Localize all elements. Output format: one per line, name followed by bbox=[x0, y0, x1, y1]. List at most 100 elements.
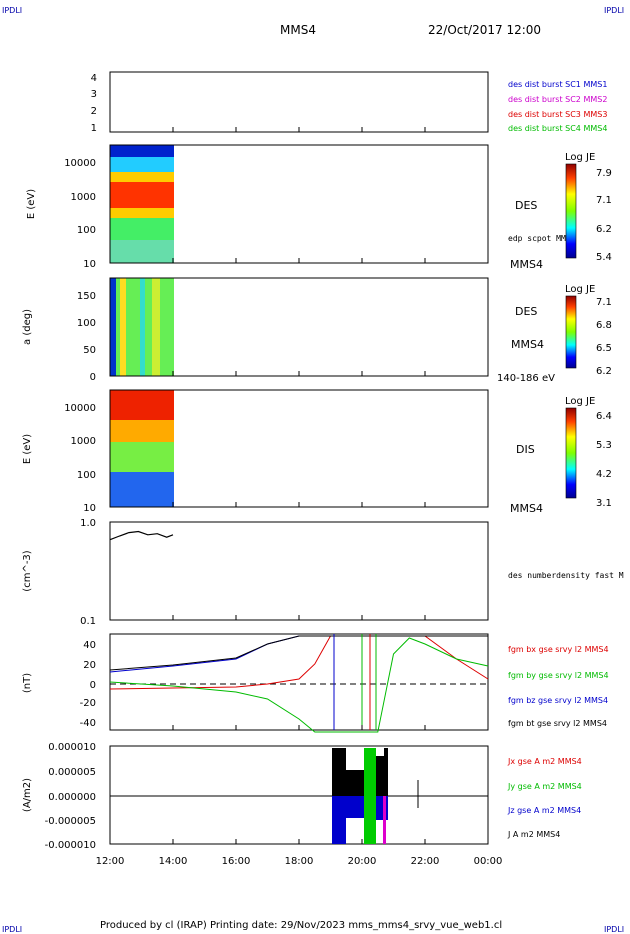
des-pitch-colorbar-bar bbox=[565, 295, 577, 369]
bfield-ylabel: (nT) bbox=[22, 673, 33, 693]
panel-bfield-frame bbox=[109, 633, 489, 731]
current-ytick-m10: -0.000010 bbox=[45, 840, 96, 851]
des-pitch-stripe-3 bbox=[152, 278, 160, 376]
panel-density: (cm^-3) 0.1 1.0 des numberdensity fast M bbox=[22, 518, 624, 627]
time-axis: 12:00 14:00 16:00 18:00 20:00 22:00 00:00 bbox=[96, 127, 502, 867]
panel-current-frame bbox=[109, 745, 489, 845]
time-tick-label: 14:00 bbox=[159, 856, 188, 867]
time-tick-label: 16:00 bbox=[222, 856, 251, 867]
des-pitch-right-label: DES bbox=[515, 305, 537, 318]
burst-ytick-1: 1 bbox=[91, 123, 97, 134]
current-jtot-burst-4 bbox=[384, 748, 388, 796]
current-jy-burst bbox=[364, 748, 376, 844]
des-energy-colorbar-tick-max: 7.9 bbox=[596, 168, 612, 179]
bfield-series-line bbox=[109, 635, 489, 690]
current-legend-jy: Jy gse A m2 MMS4 bbox=[507, 782, 582, 791]
corner-label-bottom-left: IPDLI bbox=[2, 925, 22, 934]
des-pitch-energy-range: 140-186 eV bbox=[497, 373, 555, 384]
burst-ytick-4: 4 bbox=[91, 73, 97, 84]
dis-energy-spectrogram bbox=[110, 390, 174, 507]
density-ytick-0p1: 0.1 bbox=[80, 616, 96, 627]
des-energy-ytick-100: 100 bbox=[77, 225, 96, 236]
des-pitch-ytick-0: 0 bbox=[90, 372, 96, 383]
dis-energy-colorbar-tick-3: 4.2 bbox=[596, 469, 612, 480]
bfield-ytick-20: 20 bbox=[83, 660, 96, 671]
bfield-ytick-labels: -40 -20 0 20 40 bbox=[80, 640, 96, 729]
dis-energy-low-band bbox=[110, 470, 174, 507]
dis-energy-mid-band bbox=[110, 440, 174, 472]
current-ytick-labels: -0.000010 -0.000005 0.000000 0.000005 0.… bbox=[45, 742, 96, 851]
time-tick-label: 18:00 bbox=[285, 856, 314, 867]
des-pitch-ytick-labels: 0 50 100 150 bbox=[77, 291, 96, 383]
time-tick-label: 22:00 bbox=[411, 856, 440, 867]
bfield-ytick-40: 40 bbox=[83, 640, 96, 651]
des-energy-right-label: DES bbox=[515, 199, 537, 212]
bfield-legend: fgm bx gse srvy l2 MMS4 fgm by gse srvy … bbox=[508, 645, 609, 728]
bfield-series-line bbox=[109, 637, 489, 733]
panel-des-energy: E (eV) 10 100 1000 10000 DES edp scpot M… bbox=[26, 144, 612, 271]
des-energy-colorbar-tick-3: 6.2 bbox=[596, 224, 612, 235]
dis-energy-peak-band bbox=[110, 390, 174, 420]
footer-text: Produced by cl (IRAP) Printing date: 29/… bbox=[100, 920, 502, 931]
des-energy-upper-band bbox=[110, 156, 174, 172]
bfield-legend-bx: fgm bx gse srvy l2 MMS4 bbox=[508, 645, 609, 654]
burst-ytick-labels: 1 2 3 4 bbox=[91, 73, 97, 134]
des-energy-spectrogram bbox=[110, 145, 174, 263]
time-tick-label: 12:00 bbox=[96, 856, 125, 867]
des-pitch-ytick-150: 150 bbox=[77, 291, 96, 302]
dis-energy-ytick-10000: 10000 bbox=[64, 403, 96, 414]
burst-legend-mms4: des dist burst SC4 MMS4 bbox=[508, 124, 607, 133]
des-energy-bottom-right: MMS4 bbox=[510, 258, 543, 271]
burst-ytick-3: 3 bbox=[91, 89, 97, 100]
bfield-legend-bz: fgm bz gse srvy l2 MMS4 bbox=[508, 696, 608, 705]
bfield-legend-by: fgm by gse srvy l2 MMS4 bbox=[508, 671, 609, 680]
time-tick-label: 20:00 bbox=[348, 856, 377, 867]
des-pitch-colorbar-tick-2: 6.8 bbox=[596, 320, 612, 331]
dis-energy-upper-band bbox=[110, 418, 174, 442]
des-energy-scpot-label: edp scpot MMS4 bbox=[508, 234, 576, 243]
burst-legend: des dist burst SC1 MMS1 des dist burst S… bbox=[508, 80, 607, 133]
current-legend-jz: Jz gse A m2 MMS4 bbox=[507, 806, 581, 815]
burst-legend-mms1: des dist burst SC1 MMS1 bbox=[508, 80, 607, 89]
current-legend-jtot: J A m2 MMS4 bbox=[507, 830, 560, 839]
des-pitch-spectrogram bbox=[110, 278, 174, 376]
panel-dis-energy: E (eV) 10 100 1000 10000 DIS MMS4 Log JE… bbox=[22, 389, 612, 515]
des-energy-colorbar-tick-min: 5.4 bbox=[596, 252, 612, 263]
current-ytick-10: 0.000010 bbox=[48, 742, 96, 753]
panel-current: (A/m2) -0.000010 -0.000005 0.000000 0.00… bbox=[22, 742, 582, 851]
corner-label-left: IPDLI bbox=[2, 6, 22, 15]
burst-legend-mms3: des dist burst SC3 MMS3 bbox=[508, 110, 607, 119]
burst-ytick-2: 2 bbox=[91, 106, 97, 117]
des-pitch-colorbar-tick-max: 7.1 bbox=[596, 297, 612, 308]
des-energy-colorbar: Log JE 7.9 7.1 6.2 5.4 bbox=[565, 152, 612, 263]
bfield-legend-bt: fgm bt gse srvy l2 MMS4 bbox=[508, 719, 607, 728]
burst-legend-mms2: des dist burst SC2 MMS2 bbox=[508, 95, 607, 104]
des-energy-colorbar-bar bbox=[565, 163, 577, 259]
dis-energy-ylabel: E (eV) bbox=[22, 434, 33, 464]
dis-energy-ytick-1000: 1000 bbox=[71, 436, 96, 447]
dis-energy-ytick-10: 10 bbox=[83, 503, 96, 514]
density-legend: des numberdensity fast M bbox=[508, 571, 624, 580]
current-burst-region bbox=[332, 748, 419, 844]
current-ytick-5: 0.000005 bbox=[48, 767, 96, 778]
bfield-ytick-0: 0 bbox=[90, 680, 96, 691]
des-energy-ylabel: E (eV) bbox=[26, 189, 37, 219]
panel-burst: 1 2 3 4 des dist burst SC1 MMS1 des dist… bbox=[91, 71, 607, 134]
current-jz-burst-2 bbox=[346, 796, 364, 818]
dis-energy-colorbar-bar bbox=[565, 407, 577, 499]
dis-energy-colorbar-tick-2: 5.3 bbox=[596, 440, 612, 451]
dis-energy-colorbar: Log JE 6.4 5.3 4.2 3.1 bbox=[565, 396, 612, 509]
corner-label-bottom-right: IPDLI bbox=[604, 925, 624, 934]
des-energy-ytick-10: 10 bbox=[83, 259, 96, 270]
des-pitch-edge bbox=[110, 278, 116, 376]
current-jtot-burst-2 bbox=[346, 770, 364, 796]
des-pitch-colorbar-title: Log JE bbox=[565, 284, 595, 295]
des-pitch-colorbar-tick-min: 6.2 bbox=[596, 366, 612, 377]
dis-energy-colorbar-title: Log JE bbox=[565, 396, 595, 407]
des-pitch-colorbar: Log JE 7.1 6.8 6.5 6.2 bbox=[565, 284, 612, 377]
panel-bfield: (nT) -40 -20 0 20 40 fgm bx gse srvy l2 … bbox=[22, 633, 609, 733]
current-ytick-m5: -0.000005 bbox=[45, 816, 96, 827]
density-ytick-1p0: 1.0 bbox=[80, 518, 96, 529]
current-ylabel: (A/m2) bbox=[22, 778, 33, 812]
